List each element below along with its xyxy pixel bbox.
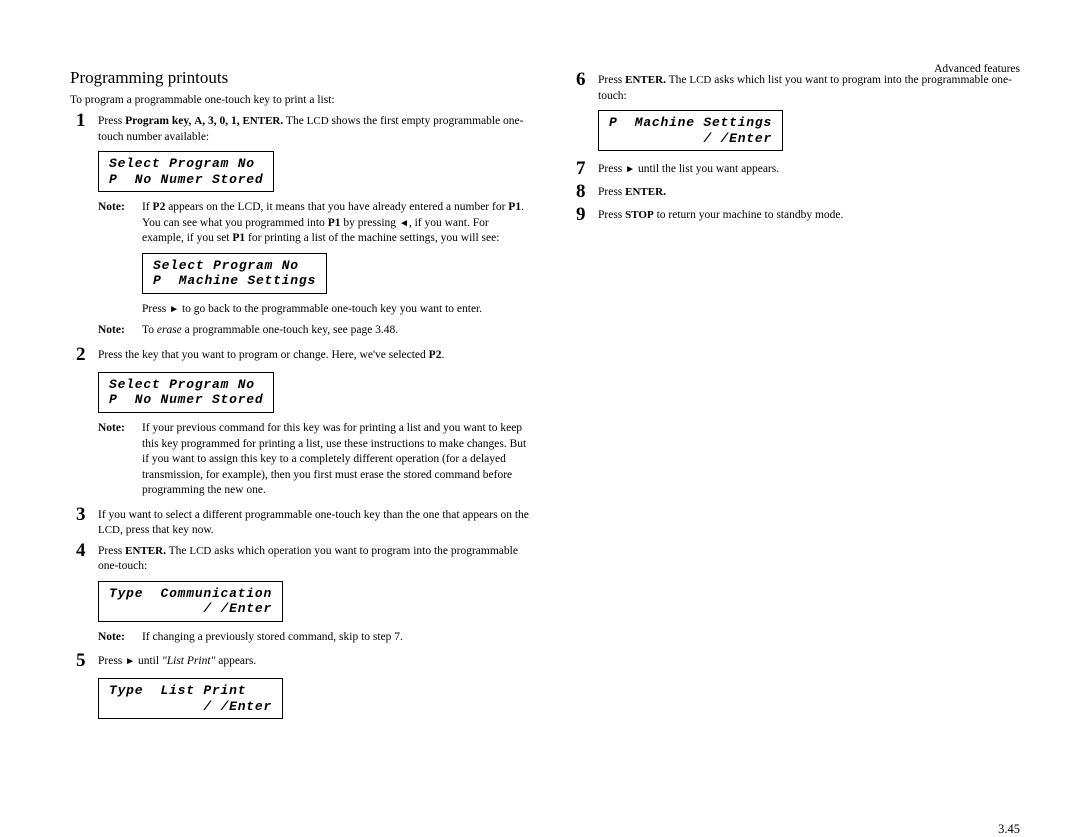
page: Advanced features Programming printouts … <box>70 68 1030 832</box>
step-body: Press ► until "List Print" appears. <box>98 651 530 670</box>
step-number: 9 <box>576 205 598 226</box>
step-body: Press ENTER. <box>598 182 1030 201</box>
step-1: 1 Press Program key, A, 3, 0, 1, ENTER. … <box>70 111 530 145</box>
note-label: Note: <box>98 200 138 247</box>
step-number: 4 <box>76 541 98 562</box>
step-body: Press ENTER. The LCD asks which list you… <box>598 70 1030 104</box>
note: Note: If your previous command for this … <box>98 421 530 499</box>
step-body: Press the key that you want to program o… <box>98 345 530 364</box>
step-body: If you want to select a different progra… <box>98 505 530 539</box>
note: Note: If P2 appears on the LCD, it means… <box>98 200 530 247</box>
note-body: If P2 appears on the LCD, it means that … <box>142 200 530 247</box>
note-label: Note: <box>98 323 138 339</box>
step-6: 6 Press ENTER. The LCD asks which list y… <box>570 70 1030 104</box>
step-body: Press Program key, A, 3, 0, 1, ENTER. Th… <box>98 111 530 145</box>
lcd-display: Select Program No P No Numer Stored <box>98 151 274 192</box>
header-chapter: Advanced features <box>934 63 1020 75</box>
step-number: 2 <box>76 345 98 366</box>
step-7: 7 Press ► until the list you want appear… <box>570 159 1030 180</box>
note: Note: To erase a programmable one-touch … <box>98 323 530 339</box>
lcd-display: Type List Print / /Enter <box>98 678 283 719</box>
step-5: 5 Press ► until "List Print" appears. <box>70 651 530 672</box>
step-number: 5 <box>76 651 98 672</box>
step-3: 3 If you want to select a different prog… <box>70 505 530 539</box>
note: Note: If changing a previously stored co… <box>98 630 530 646</box>
lcd-display: P Machine Settings / /Enter <box>598 110 783 151</box>
content: Programming printouts To program a progr… <box>70 68 1030 727</box>
step-9: 9 Press STOP to return your machine to s… <box>570 205 1030 226</box>
left-column: Programming printouts To program a progr… <box>70 68 530 727</box>
step-body: Press ENTER. The LCD asks which operatio… <box>98 541 530 575</box>
note-body: If changing a previously stored command,… <box>142 630 530 646</box>
lcd-display: Select Program No P No Numer Stored <box>98 372 274 413</box>
step-body: Press ► until the list you want appears. <box>598 159 1030 178</box>
right-column: 6 Press ENTER. The LCD asks which list y… <box>570 68 1030 727</box>
step-8: 8 Press ENTER. <box>570 182 1030 203</box>
step-number: 6 <box>576 70 598 91</box>
step-number: 7 <box>576 159 598 180</box>
note-label: Note: <box>98 630 138 646</box>
step-number: 1 <box>76 111 98 132</box>
lcd-display: Select Program No P Machine Settings <box>142 253 327 294</box>
step-4: 4 Press ENTER. The LCD asks which operat… <box>70 541 530 575</box>
step-number: 8 <box>576 182 598 203</box>
note-label: Note: <box>98 421 138 499</box>
page-number: 3.45 <box>998 822 1020 837</box>
step-number: 3 <box>76 505 98 526</box>
intro-text: To program a programmable one-touch key … <box>70 94 530 106</box>
indented-text: Press ► to go back to the programmable o… <box>142 302 530 318</box>
note-body: If your previous command for this key wa… <box>142 421 530 499</box>
section-title: Programming printouts <box>70 68 530 88</box>
step-body: Press STOP to return your machine to sta… <box>598 205 1030 224</box>
step-2: 2 Press the key that you want to program… <box>70 345 530 366</box>
note-body: To erase a programmable one-touch key, s… <box>142 323 530 339</box>
lcd-display: Type Communication / /Enter <box>98 581 283 622</box>
